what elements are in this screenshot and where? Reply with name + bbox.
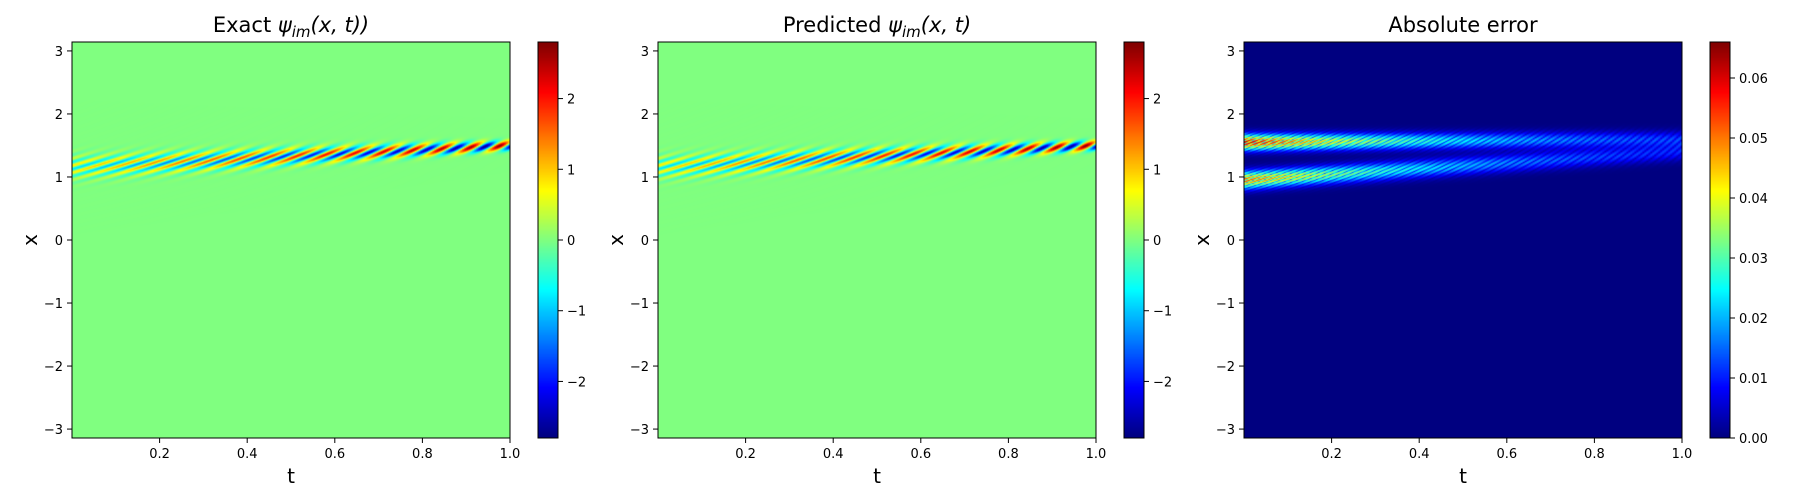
y-axis-label: x (1190, 234, 1214, 246)
colorbar: −2 −1 0 1 2 (1123, 41, 1172, 439)
chart-title: Predicted ψim(x, t) (783, 13, 971, 41)
y-tick-label: 1 (641, 171, 649, 186)
y-tick-label: −1 (44, 297, 63, 312)
chart-title-text: Exact (213, 13, 278, 37)
y-tick-label: −2 (630, 360, 649, 375)
y-tick-label: −1 (1216, 297, 1235, 312)
x-axis-label: t (287, 464, 295, 488)
y-tick-label: 0 (641, 234, 649, 249)
x-tick-label: 0.6 (1496, 447, 1517, 462)
y-tick-label: −2 (44, 360, 63, 375)
x-tick-label: 0.2 (149, 447, 170, 462)
colorbar-frame (1709, 41, 1731, 439)
x-tick-label: 0.4 (237, 447, 258, 462)
chart-title: Absolute error (1388, 13, 1538, 37)
y-tick-label: 3 (55, 45, 63, 60)
colorbar-gradient (1124, 42, 1144, 438)
x-tick-label: 0.8 (1584, 447, 1605, 462)
x-tick-label: 0.8 (998, 447, 1019, 462)
colorbar: 0.00 0.01 0.02 0.03 0.04 0.05 0.06 (1709, 41, 1768, 447)
y-tick-label: −3 (630, 423, 649, 438)
title-args: (x, t)) (311, 13, 370, 37)
colorbar-tick-label: 0 (567, 234, 575, 249)
x-tick-label: 0.4 (823, 447, 844, 462)
colorbar-tick-label: −1 (567, 305, 586, 320)
x-axis-label: t (1459, 464, 1467, 488)
chart-title-text: Absolute error (1388, 13, 1538, 37)
chart-panel-1: Exact ψim(x, t)) 0.2 0.4 0.6 0.8 1.0 −3 −2 −1 0 1 2… (18, 13, 586, 488)
colorbar: −2 −1 0 1 2 (537, 41, 586, 439)
colorbar-tick-label: 0.03 (1739, 252, 1768, 267)
y-tick-label: 0 (55, 234, 63, 249)
colorbar-tick-label: −2 (567, 375, 586, 390)
chart-title-text: Predicted (783, 13, 888, 37)
colorbar-gradient (538, 42, 558, 438)
colorbar-tick-label: 2 (1153, 93, 1161, 108)
colorbar-tick-label: 1 (567, 163, 575, 178)
x-tick-label: 1.0 (1672, 447, 1693, 462)
colorbar-tick-label: −2 (1153, 375, 1172, 390)
y-tick-label: 0 (1227, 234, 1235, 249)
x-tick-label: 0.2 (735, 447, 756, 462)
y-tick-label: −3 (1216, 423, 1235, 438)
colorbar-tick-label: 0 (1153, 234, 1161, 249)
x-tick-label: 0.8 (412, 447, 433, 462)
title-args: (x, t) (921, 13, 971, 37)
x-axis-label: t (873, 464, 881, 488)
colorbar-tick-label: −1 (1153, 305, 1172, 320)
colorbar-tick-label: 2 (567, 93, 575, 108)
title-subscript: im (902, 23, 921, 41)
title-symbol: ψ (278, 13, 293, 37)
chart-panel-3: Absolute error 0.2 0.4 0.6 0.8 1.0 −3 −2 −1 0 1 2 3 t… (1190, 13, 1768, 488)
y-tick-label: 1 (1227, 171, 1235, 186)
y-tick-label: 2 (641, 108, 649, 123)
y-tick-label: −3 (44, 423, 63, 438)
x-tick-label: 0.4 (1409, 447, 1430, 462)
chart-panel-2: Predicted ψim(x, t) 0.2 0.4 0.6 0.8 1.0 −3 −2 −1… (604, 13, 1172, 488)
y-tick-label: −2 (1216, 360, 1235, 375)
colorbar-tick-label: 0.06 (1739, 72, 1768, 87)
title-symbol: ψ (888, 13, 903, 37)
title-subscript: im (292, 23, 311, 41)
colorbar-tick-label: 0.02 (1739, 312, 1768, 327)
x-tick-label: 1.0 (500, 447, 521, 462)
colorbar-tick-label: 0.01 (1739, 372, 1768, 387)
y-tick-label: 3 (1227, 45, 1235, 60)
colorbar-tick-label: 0.00 (1739, 432, 1768, 447)
y-tick-label: 2 (1227, 108, 1235, 123)
heatmap-image (658, 42, 1096, 438)
x-tick-label: 0.6 (910, 447, 931, 462)
heatmap-image (1244, 42, 1682, 438)
heatmap-image (72, 42, 510, 438)
y-tick-label: 1 (55, 171, 63, 186)
colorbar-tick-label: 1 (1153, 163, 1161, 178)
y-axis-label: x (604, 234, 628, 246)
colorbar-gradient (1710, 42, 1730, 438)
colorbar-tick-label: 0.04 (1739, 192, 1768, 207)
y-tick-label: 2 (55, 108, 63, 123)
x-tick-label: 0.2 (1321, 447, 1342, 462)
colorbar-tick-label: 0.05 (1739, 132, 1768, 147)
x-tick-label: 0.6 (324, 447, 345, 462)
y-tick-label: −1 (630, 297, 649, 312)
y-tick-label: 3 (641, 45, 649, 60)
y-axis-label: x (18, 234, 42, 246)
chart-title: Exact ψim(x, t)) (213, 13, 369, 41)
x-tick-label: 1.0 (1086, 447, 1107, 462)
